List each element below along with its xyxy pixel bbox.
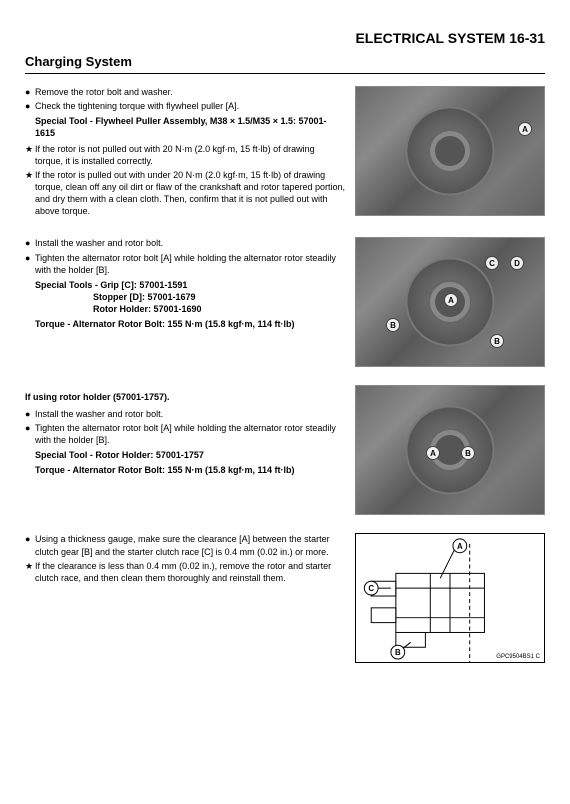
b3-tool: Special Tool - Rotor Holder: 57001-1757	[35, 449, 345, 461]
b3-line2: Tighten the alternator rotor bolt [A] wh…	[35, 422, 345, 446]
block-3: If using rotor holder (57001-1757). ●Ins…	[25, 385, 545, 515]
b1-line1: Remove the rotor bolt and washer.	[35, 86, 345, 98]
block-3-image: A B	[355, 385, 545, 515]
block-2-image-col: A B C D B	[355, 237, 545, 367]
b2-torque-value: Alternator Rotor Bolt: 155 N·m (15.8 kgf…	[73, 319, 295, 329]
diagram-svg: A B C	[356, 534, 544, 662]
block-2-text: ●Install the washer and rotor bolt. ●Tig…	[25, 237, 345, 333]
block-1: ●Remove the rotor bolt and washer. ●Chec…	[25, 86, 545, 219]
b3-tool-value: Rotor Holder: 57001-1757	[95, 450, 204, 460]
b4-star1: If the clearance is less than 0.4 mm (0.…	[35, 560, 345, 584]
callout-a: A	[444, 293, 458, 307]
block-4-diagram: A B C GPC9504BS1 C	[355, 533, 545, 663]
star-icon: ★	[25, 143, 35, 167]
block-3-image-col: A B	[355, 385, 545, 515]
block-2: ●Install the washer and rotor bolt. ●Tig…	[25, 237, 545, 367]
callout-a: A	[426, 446, 440, 460]
block-4: ●Using a thickness gauge, make sure the …	[25, 533, 545, 663]
bullet-icon: ●	[25, 408, 35, 420]
block-4-text: ●Using a thickness gauge, make sure the …	[25, 533, 345, 586]
b2-tools: Special Tools - Grip [C]: 57001-1591 Sto…	[35, 279, 345, 315]
bullet-icon: ●	[25, 533, 35, 557]
b2-torque: Torque - Alternator Rotor Bolt: 155 N·m …	[35, 318, 345, 330]
b3-torque: Torque - Alternator Rotor Bolt: 155 N·m …	[35, 464, 345, 476]
star-icon: ★	[25, 169, 35, 218]
b3-torque-value: Alternator Rotor Bolt: 155 N·m (15.8 kgf…	[73, 465, 295, 475]
block-4-image-col: A B C GPC9504BS1 C	[355, 533, 545, 663]
b3-heading: If using rotor holder (57001-1757).	[25, 391, 345, 403]
callout-b2: B	[490, 334, 504, 348]
section-title: Charging System	[25, 54, 545, 74]
dia-b: B	[395, 649, 401, 658]
block-2-image: A B C D B	[355, 237, 545, 367]
star-icon: ★	[25, 560, 35, 584]
b1-line2: Check the tightening torque with flywhee…	[35, 100, 345, 112]
b2-torque-label: Torque -	[35, 319, 70, 329]
callout-d: D	[510, 256, 524, 270]
bullet-icon: ●	[25, 100, 35, 112]
bullet-icon: ●	[25, 422, 35, 446]
callout-b: B	[386, 318, 400, 332]
page-header: ELECTRICAL SYSTEM 16-31	[25, 30, 545, 46]
b3-torque-label: Torque -	[35, 465, 70, 475]
b2-tools-label: Special Tools -	[35, 280, 98, 290]
block-3-text: If using rotor holder (57001-1757). ●Ins…	[25, 385, 345, 479]
b1-tool-label: Special Tool -	[35, 116, 93, 126]
b2-tool2: Stopper [D]: 57001-1679	[93, 291, 345, 303]
dia-a: A	[457, 542, 463, 551]
b2-tool1: Grip [C]: 57001-1591	[100, 280, 187, 290]
b1-tool: Special Tool - Flywheel Puller Assembly,…	[35, 115, 345, 139]
callout-c: C	[485, 256, 499, 270]
bullet-icon: ●	[25, 252, 35, 276]
bullet-icon: ●	[25, 237, 35, 249]
block-1-image: A	[355, 86, 545, 216]
callout-b: B	[461, 446, 475, 460]
b2-line1: Install the washer and rotor bolt.	[35, 237, 345, 249]
bullet-icon: ●	[25, 86, 35, 98]
callout-a: A	[518, 122, 532, 136]
block-1-image-col: A	[355, 86, 545, 216]
b1-star1: If the rotor is not pulled out with 20 N…	[35, 143, 345, 167]
block-1-text: ●Remove the rotor bolt and washer. ●Chec…	[25, 86, 345, 219]
b1-star2: If the rotor is pulled out with under 20…	[35, 169, 345, 218]
b4-line1: Using a thickness gauge, make sure the c…	[35, 533, 345, 557]
b3-line1: Install the washer and rotor bolt.	[35, 408, 345, 420]
b3-tool-label: Special Tool -	[35, 450, 93, 460]
dia-c: C	[368, 585, 374, 594]
b2-tool3: Rotor Holder: 57001-1690	[93, 303, 345, 315]
diagram-code: GPC9504BS1 C	[496, 654, 540, 660]
b2-line2: Tighten the alternator rotor bolt [A] wh…	[35, 252, 345, 276]
